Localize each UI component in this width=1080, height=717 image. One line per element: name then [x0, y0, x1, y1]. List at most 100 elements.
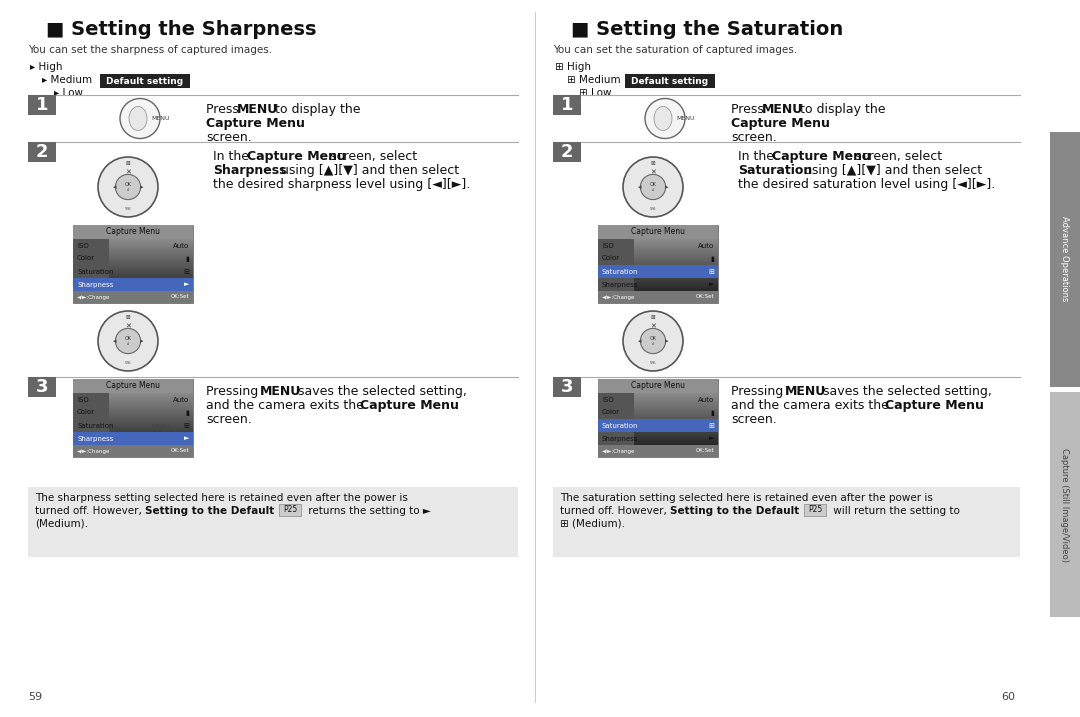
Text: The saturation setting selected here is retained even after the power is: The saturation setting selected here is …	[561, 493, 933, 503]
Circle shape	[623, 311, 683, 371]
Bar	[109, 412, 193, 413]
Bar	[28, 487, 518, 557]
Bar	[634, 288, 718, 289]
Circle shape	[120, 98, 160, 138]
Text: ▮: ▮	[185, 409, 189, 415]
Text: 2: 2	[36, 143, 49, 161]
Bar	[634, 407, 718, 408]
Bar	[109, 269, 193, 270]
Bar	[109, 242, 193, 243]
Bar	[109, 428, 193, 429]
Bar	[109, 272, 193, 273]
Text: Capture Menu: Capture Menu	[631, 227, 685, 237]
Bar	[634, 411, 718, 412]
Bar	[634, 417, 718, 418]
Text: 60: 60	[1001, 692, 1015, 702]
Text: Capture Menu: Capture Menu	[247, 150, 346, 163]
Bar	[109, 410, 193, 411]
Bar	[109, 408, 193, 409]
Bar	[109, 249, 193, 250]
Text: 5/6: 5/6	[124, 207, 132, 212]
Bar	[634, 397, 718, 398]
Text: Saturation: Saturation	[738, 164, 812, 177]
Text: Press: Press	[206, 103, 243, 116]
Circle shape	[623, 157, 683, 217]
Text: Color: Color	[602, 409, 620, 415]
Text: Advance Operations: Advance Operations	[1061, 217, 1069, 302]
Bar	[634, 414, 718, 415]
Bar	[109, 406, 193, 407]
Bar	[109, 414, 193, 415]
Bar	[109, 421, 193, 422]
Text: ✕: ✕	[650, 169, 656, 175]
Text: ⊞: ⊞	[708, 422, 714, 429]
Text: Sharpness: Sharpness	[77, 282, 113, 288]
Bar	[109, 254, 193, 255]
Text: screen.: screen.	[206, 413, 252, 426]
Text: ISO: ISO	[77, 242, 89, 249]
Bar	[634, 287, 718, 288]
Bar	[634, 409, 718, 410]
Text: OK: OK	[124, 183, 132, 188]
Circle shape	[640, 174, 665, 199]
Text: ►: ►	[708, 282, 714, 288]
Bar	[109, 274, 193, 275]
Bar	[634, 439, 718, 440]
Text: and the camera exits the: and the camera exits the	[731, 399, 893, 412]
Text: In the: In the	[738, 150, 778, 163]
Bar	[109, 393, 193, 394]
Text: Capture Menu: Capture Menu	[360, 399, 459, 412]
Bar	[109, 261, 193, 262]
Bar	[634, 239, 718, 240]
Bar	[28, 377, 56, 397]
Text: and the camera exits the: and the camera exits the	[206, 399, 368, 412]
Text: ◄/►:Change: ◄/►:Change	[602, 449, 635, 453]
Bar	[109, 402, 193, 403]
Bar	[109, 426, 193, 427]
Bar	[634, 284, 718, 285]
Bar	[109, 258, 193, 259]
Bar	[634, 276, 718, 277]
Text: OK:Set: OK:Set	[696, 449, 714, 453]
Text: 5/6: 5/6	[124, 361, 132, 366]
Bar	[109, 417, 193, 418]
Text: Capture Menu: Capture Menu	[206, 117, 305, 130]
Bar	[28, 142, 56, 162]
Ellipse shape	[654, 415, 672, 439]
Bar	[634, 286, 718, 287]
Bar	[634, 242, 718, 243]
Bar	[634, 404, 718, 405]
Text: (Medium).: (Medium).	[35, 519, 87, 529]
Bar	[109, 246, 193, 247]
Bar	[109, 411, 193, 412]
Text: ■ Setting the Saturation: ■ Setting the Saturation	[571, 20, 843, 39]
Text: Sharpness: Sharpness	[213, 164, 286, 177]
Bar	[109, 409, 193, 410]
Bar	[109, 241, 193, 242]
Bar	[109, 444, 193, 445]
Bar	[109, 437, 193, 438]
Text: Color: Color	[77, 255, 95, 262]
Text: ⊞: ⊞	[184, 422, 189, 429]
Bar	[634, 429, 718, 430]
Bar	[109, 415, 193, 416]
Text: MENU: MENU	[151, 116, 170, 121]
Text: You can set the sharpness of captured images.: You can set the sharpness of captured im…	[28, 45, 272, 55]
Bar	[109, 422, 193, 423]
Text: ◂: ◂	[638, 184, 642, 190]
Bar	[634, 403, 718, 404]
Bar	[109, 418, 193, 419]
Bar	[634, 261, 718, 262]
Text: saves the selected setting,: saves the selected setting,	[819, 385, 991, 398]
Bar	[634, 289, 718, 290]
Circle shape	[120, 407, 160, 447]
Text: OK: OK	[649, 183, 657, 188]
Bar	[634, 266, 718, 267]
Bar	[109, 432, 193, 433]
Bar	[109, 427, 193, 428]
Text: ⊞: ⊞	[708, 268, 714, 275]
Text: ▸ Low: ▸ Low	[54, 88, 83, 98]
Bar	[109, 438, 193, 439]
Text: Saturation: Saturation	[602, 422, 638, 429]
Bar	[598, 265, 718, 278]
